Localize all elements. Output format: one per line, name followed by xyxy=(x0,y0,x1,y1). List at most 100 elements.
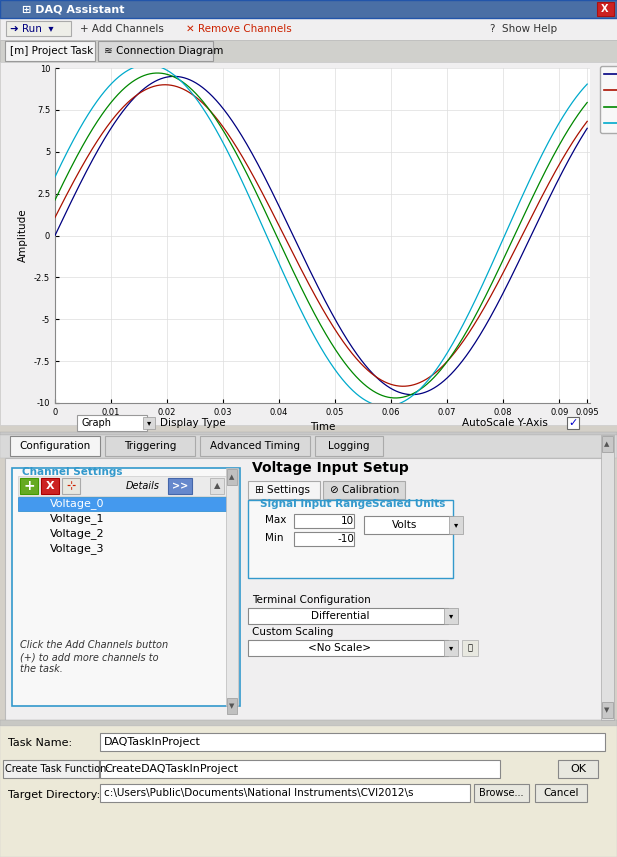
Text: X: X xyxy=(601,4,609,14)
Text: ⊹: ⊹ xyxy=(66,481,76,491)
Text: Max: Max xyxy=(265,515,286,525)
Bar xyxy=(100,733,605,751)
Text: Scaled Units: Scaled Units xyxy=(372,499,445,509)
Text: [m] Project Task: [m] Project Task xyxy=(10,46,93,56)
Text: Display Type: Display Type xyxy=(160,418,226,428)
Text: Voltage_2: Voltage_2 xyxy=(50,529,105,539)
Text: >>: >> xyxy=(172,481,188,491)
Bar xyxy=(100,760,500,778)
Text: Voltage_1: Voltage_1 xyxy=(50,513,104,524)
Text: 10: 10 xyxy=(341,516,354,526)
Bar xyxy=(20,478,38,494)
Bar xyxy=(0,18,617,40)
Bar xyxy=(0,62,617,425)
Bar xyxy=(601,435,614,720)
Bar xyxy=(18,497,228,511)
Text: Voltage_0: Voltage_0 xyxy=(50,499,104,509)
Bar xyxy=(168,478,192,494)
Bar xyxy=(294,532,354,546)
Bar xyxy=(323,481,405,499)
Bar xyxy=(105,436,195,456)
Text: Channel Settings: Channel Settings xyxy=(22,467,123,477)
Bar xyxy=(12,468,240,706)
Bar xyxy=(535,784,587,802)
Bar xyxy=(210,478,224,494)
Text: ⊘ Calibration: ⊘ Calibration xyxy=(330,485,399,495)
Bar xyxy=(248,481,320,499)
Text: Volts: Volts xyxy=(392,520,418,530)
Bar xyxy=(597,2,614,16)
Text: X: X xyxy=(46,481,54,491)
Text: Task Name:: Task Name: xyxy=(8,738,72,748)
Text: ✕ Remove Channels: ✕ Remove Channels xyxy=(186,23,292,33)
Y-axis label: Amplitude: Amplitude xyxy=(19,209,28,262)
Text: Triggering: Triggering xyxy=(124,441,176,451)
Text: ✓: ✓ xyxy=(568,418,578,428)
Text: Logging: Logging xyxy=(328,441,370,451)
Bar xyxy=(567,417,579,429)
Bar xyxy=(474,784,529,802)
Bar xyxy=(6,21,71,36)
Text: Custom Scaling: Custom Scaling xyxy=(252,627,333,637)
Bar xyxy=(143,417,155,429)
Text: ⊞ DAQ Assistant: ⊞ DAQ Assistant xyxy=(22,4,125,14)
Bar xyxy=(248,640,448,656)
Bar xyxy=(248,500,453,578)
Text: Click the Add Channels button: Click the Add Channels button xyxy=(20,640,168,650)
Bar xyxy=(444,640,458,656)
Text: (+) to add more channels to: (+) to add more channels to xyxy=(20,652,159,662)
Text: + Add Channels: + Add Channels xyxy=(80,23,164,33)
Text: Create Task Function:: Create Task Function: xyxy=(5,764,110,774)
Text: ▲: ▲ xyxy=(604,441,610,447)
Text: Min: Min xyxy=(265,533,283,543)
Text: ⊞ Settings: ⊞ Settings xyxy=(255,485,310,495)
Bar xyxy=(248,608,448,624)
Bar xyxy=(0,435,617,458)
Bar xyxy=(100,784,470,802)
Text: Terminal Configuration: Terminal Configuration xyxy=(252,595,371,605)
Text: Differential: Differential xyxy=(311,611,369,621)
Bar xyxy=(62,478,80,494)
Text: ▾: ▾ xyxy=(449,644,453,652)
Text: ▾: ▾ xyxy=(449,612,453,620)
Text: Voltage_3: Voltage_3 xyxy=(50,543,104,554)
Text: Configuration: Configuration xyxy=(19,441,91,451)
Text: ▲: ▲ xyxy=(213,482,220,490)
Bar xyxy=(444,608,458,624)
Bar xyxy=(10,436,100,456)
Text: Signal Input Range: Signal Input Range xyxy=(260,499,372,509)
Text: c:\Users\Public\Documents\National Instruments\CVI2012\s: c:\Users\Public\Documents\National Instr… xyxy=(104,788,413,798)
Text: ➜ Run  ▾: ➜ Run ▾ xyxy=(10,23,54,33)
Text: Cancel: Cancel xyxy=(543,788,579,798)
Text: ▲: ▲ xyxy=(230,474,234,480)
Bar xyxy=(227,698,237,714)
Bar xyxy=(98,41,213,61)
Bar xyxy=(0,432,617,435)
Bar xyxy=(0,720,617,726)
Bar xyxy=(0,726,617,857)
Text: ≋ Connection Diagram: ≋ Connection Diagram xyxy=(104,46,223,56)
Text: Voltage Input Setup: Voltage Input Setup xyxy=(252,461,408,475)
Bar xyxy=(364,516,452,534)
Bar xyxy=(449,516,463,534)
Text: OK: OK xyxy=(570,764,586,774)
Text: +: + xyxy=(23,479,35,493)
Bar xyxy=(462,640,478,656)
Text: 🔧: 🔧 xyxy=(468,644,473,652)
Text: DAQTaskInProject: DAQTaskInProject xyxy=(104,737,201,747)
Bar xyxy=(77,415,147,431)
Bar xyxy=(227,469,237,485)
Text: ▼: ▼ xyxy=(604,707,610,713)
Bar xyxy=(315,436,383,456)
Text: Graph: Graph xyxy=(81,418,111,428)
Bar xyxy=(602,702,613,718)
Bar xyxy=(41,478,59,494)
Bar xyxy=(0,0,617,18)
Bar xyxy=(558,760,598,778)
Bar xyxy=(5,458,612,720)
Text: ▾: ▾ xyxy=(454,520,458,530)
Text: Target Directory:: Target Directory: xyxy=(8,790,100,800)
Text: Browse...: Browse... xyxy=(479,788,523,798)
Bar xyxy=(0,40,617,62)
Bar xyxy=(5,41,95,61)
